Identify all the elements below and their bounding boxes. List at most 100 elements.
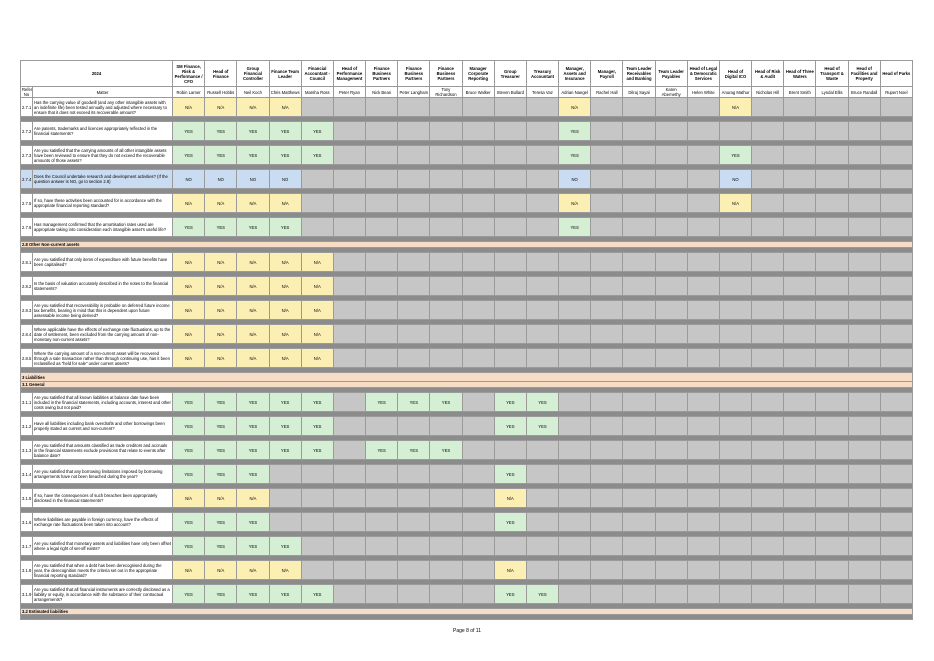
empty-cell (654, 536, 688, 556)
answer-cell: N/A (172, 488, 206, 508)
empty-cell (397, 276, 431, 296)
empty-cell (397, 193, 431, 213)
empty-cell (718, 440, 753, 460)
empty-cell (429, 217, 463, 237)
ref: 3.1.2 (20, 416, 33, 436)
empty-cell (654, 440, 688, 460)
empty-cell (622, 217, 656, 237)
answer-cell: YES (268, 145, 302, 165)
matter: Are you satisfied that only items of exp… (31, 252, 174, 272)
empty-cell (461, 324, 495, 344)
year: 2024 (19, 60, 174, 87)
matter: If so, have these activities been accoun… (31, 193, 174, 213)
empty-cell (879, 193, 913, 213)
empty-cell (847, 324, 881, 344)
empty-cell (815, 252, 849, 272)
answer-cell: N/A (268, 252, 302, 272)
empty-cell (847, 145, 881, 165)
empty-cell (300, 217, 334, 237)
answer-cell: YES (493, 416, 527, 436)
empty-cell (429, 169, 463, 189)
empty-cell (397, 512, 431, 532)
answer-cell: N/A (268, 193, 302, 213)
empty-cell (751, 488, 785, 508)
empty-cell (397, 324, 431, 344)
empty-cell (815, 97, 849, 117)
answer-cell: N/A (236, 324, 270, 344)
matter: Are patents, trademarks and licences app… (31, 121, 174, 141)
empty-cell (751, 324, 785, 344)
role-name: Bruce Randall (847, 86, 881, 98)
empty-cell (654, 464, 688, 484)
ref: 3.1.5 (20, 488, 33, 508)
answer-cell: N/A (172, 276, 206, 296)
empty-cell (525, 276, 560, 296)
empty-cell (783, 169, 817, 189)
role-name: Marsha Ross (300, 86, 334, 98)
empty-cell (622, 300, 656, 320)
empty-cell (879, 488, 913, 508)
empty-cell (429, 536, 463, 556)
answer-cell: YES (525, 392, 560, 412)
empty-cell (654, 193, 688, 213)
empty-cell (525, 121, 560, 141)
empty-cell (525, 440, 560, 460)
empty-cell (558, 584, 592, 604)
empty-cell (686, 464, 720, 484)
empty-cell (590, 560, 624, 580)
matter: Where liabilities are payable in foreign… (31, 512, 174, 532)
answer-cell: N/A (236, 276, 270, 296)
empty-cell (718, 392, 753, 412)
empty-cell (847, 464, 881, 484)
answer-cell: YES (172, 536, 206, 556)
role-title: Head of Legal & Democratic Services (686, 60, 720, 87)
ref: 2.7.4 (20, 169, 33, 189)
empty-cell (815, 348, 849, 368)
question-row: 2.7.1 Has the carrying value of goodwill … (20, 97, 913, 117)
answer-cell: YES (300, 145, 334, 165)
empty-cell (365, 121, 399, 141)
empty-cell (751, 193, 785, 213)
empty-cell (622, 584, 656, 604)
empty-cell (815, 512, 849, 532)
answer-cell: YES (172, 512, 206, 532)
answer-cell: N/A (236, 252, 270, 272)
empty-cell (654, 276, 688, 296)
matter: Are you satisfied that when a debt has b… (31, 560, 174, 580)
empty-cell (397, 121, 431, 141)
empty-cell (397, 217, 431, 237)
empty-cell (365, 217, 399, 237)
role-name: Karen Abernethy (654, 86, 688, 98)
empty-cell (558, 348, 592, 368)
empty-cell (847, 584, 881, 604)
role-name: Bruce Walker (461, 86, 495, 98)
empty-cell (718, 488, 753, 508)
matter: Are you satisfied that all financial ins… (31, 584, 174, 604)
empty-cell (751, 464, 785, 484)
empty-cell (751, 97, 785, 117)
empty-cell (332, 252, 367, 272)
empty-cell (300, 193, 334, 213)
empty-cell (686, 392, 720, 412)
empty-cell (332, 121, 367, 141)
empty-cell (300, 488, 334, 508)
answer-cell: YES (204, 416, 238, 436)
empty-cell (879, 97, 913, 117)
empty-cell (751, 560, 785, 580)
empty-cell (879, 536, 913, 556)
empty-cell (879, 584, 913, 604)
answer-cell: YES (172, 145, 206, 165)
empty-cell (461, 348, 495, 368)
ref: 2.8.2 (20, 276, 33, 296)
empty-cell (365, 488, 399, 508)
empty-cell (493, 169, 527, 189)
answer-cell: N/A (236, 193, 270, 213)
answer-cell: YES (268, 440, 302, 460)
answer-cell: N/A (300, 276, 334, 296)
empty-cell (783, 584, 817, 604)
ref: 3.1.7 (20, 536, 33, 556)
empty-cell (365, 512, 399, 532)
answer-cell: N/A (718, 193, 753, 213)
answer-cell: YES (397, 440, 431, 460)
empty-cell (686, 169, 720, 189)
